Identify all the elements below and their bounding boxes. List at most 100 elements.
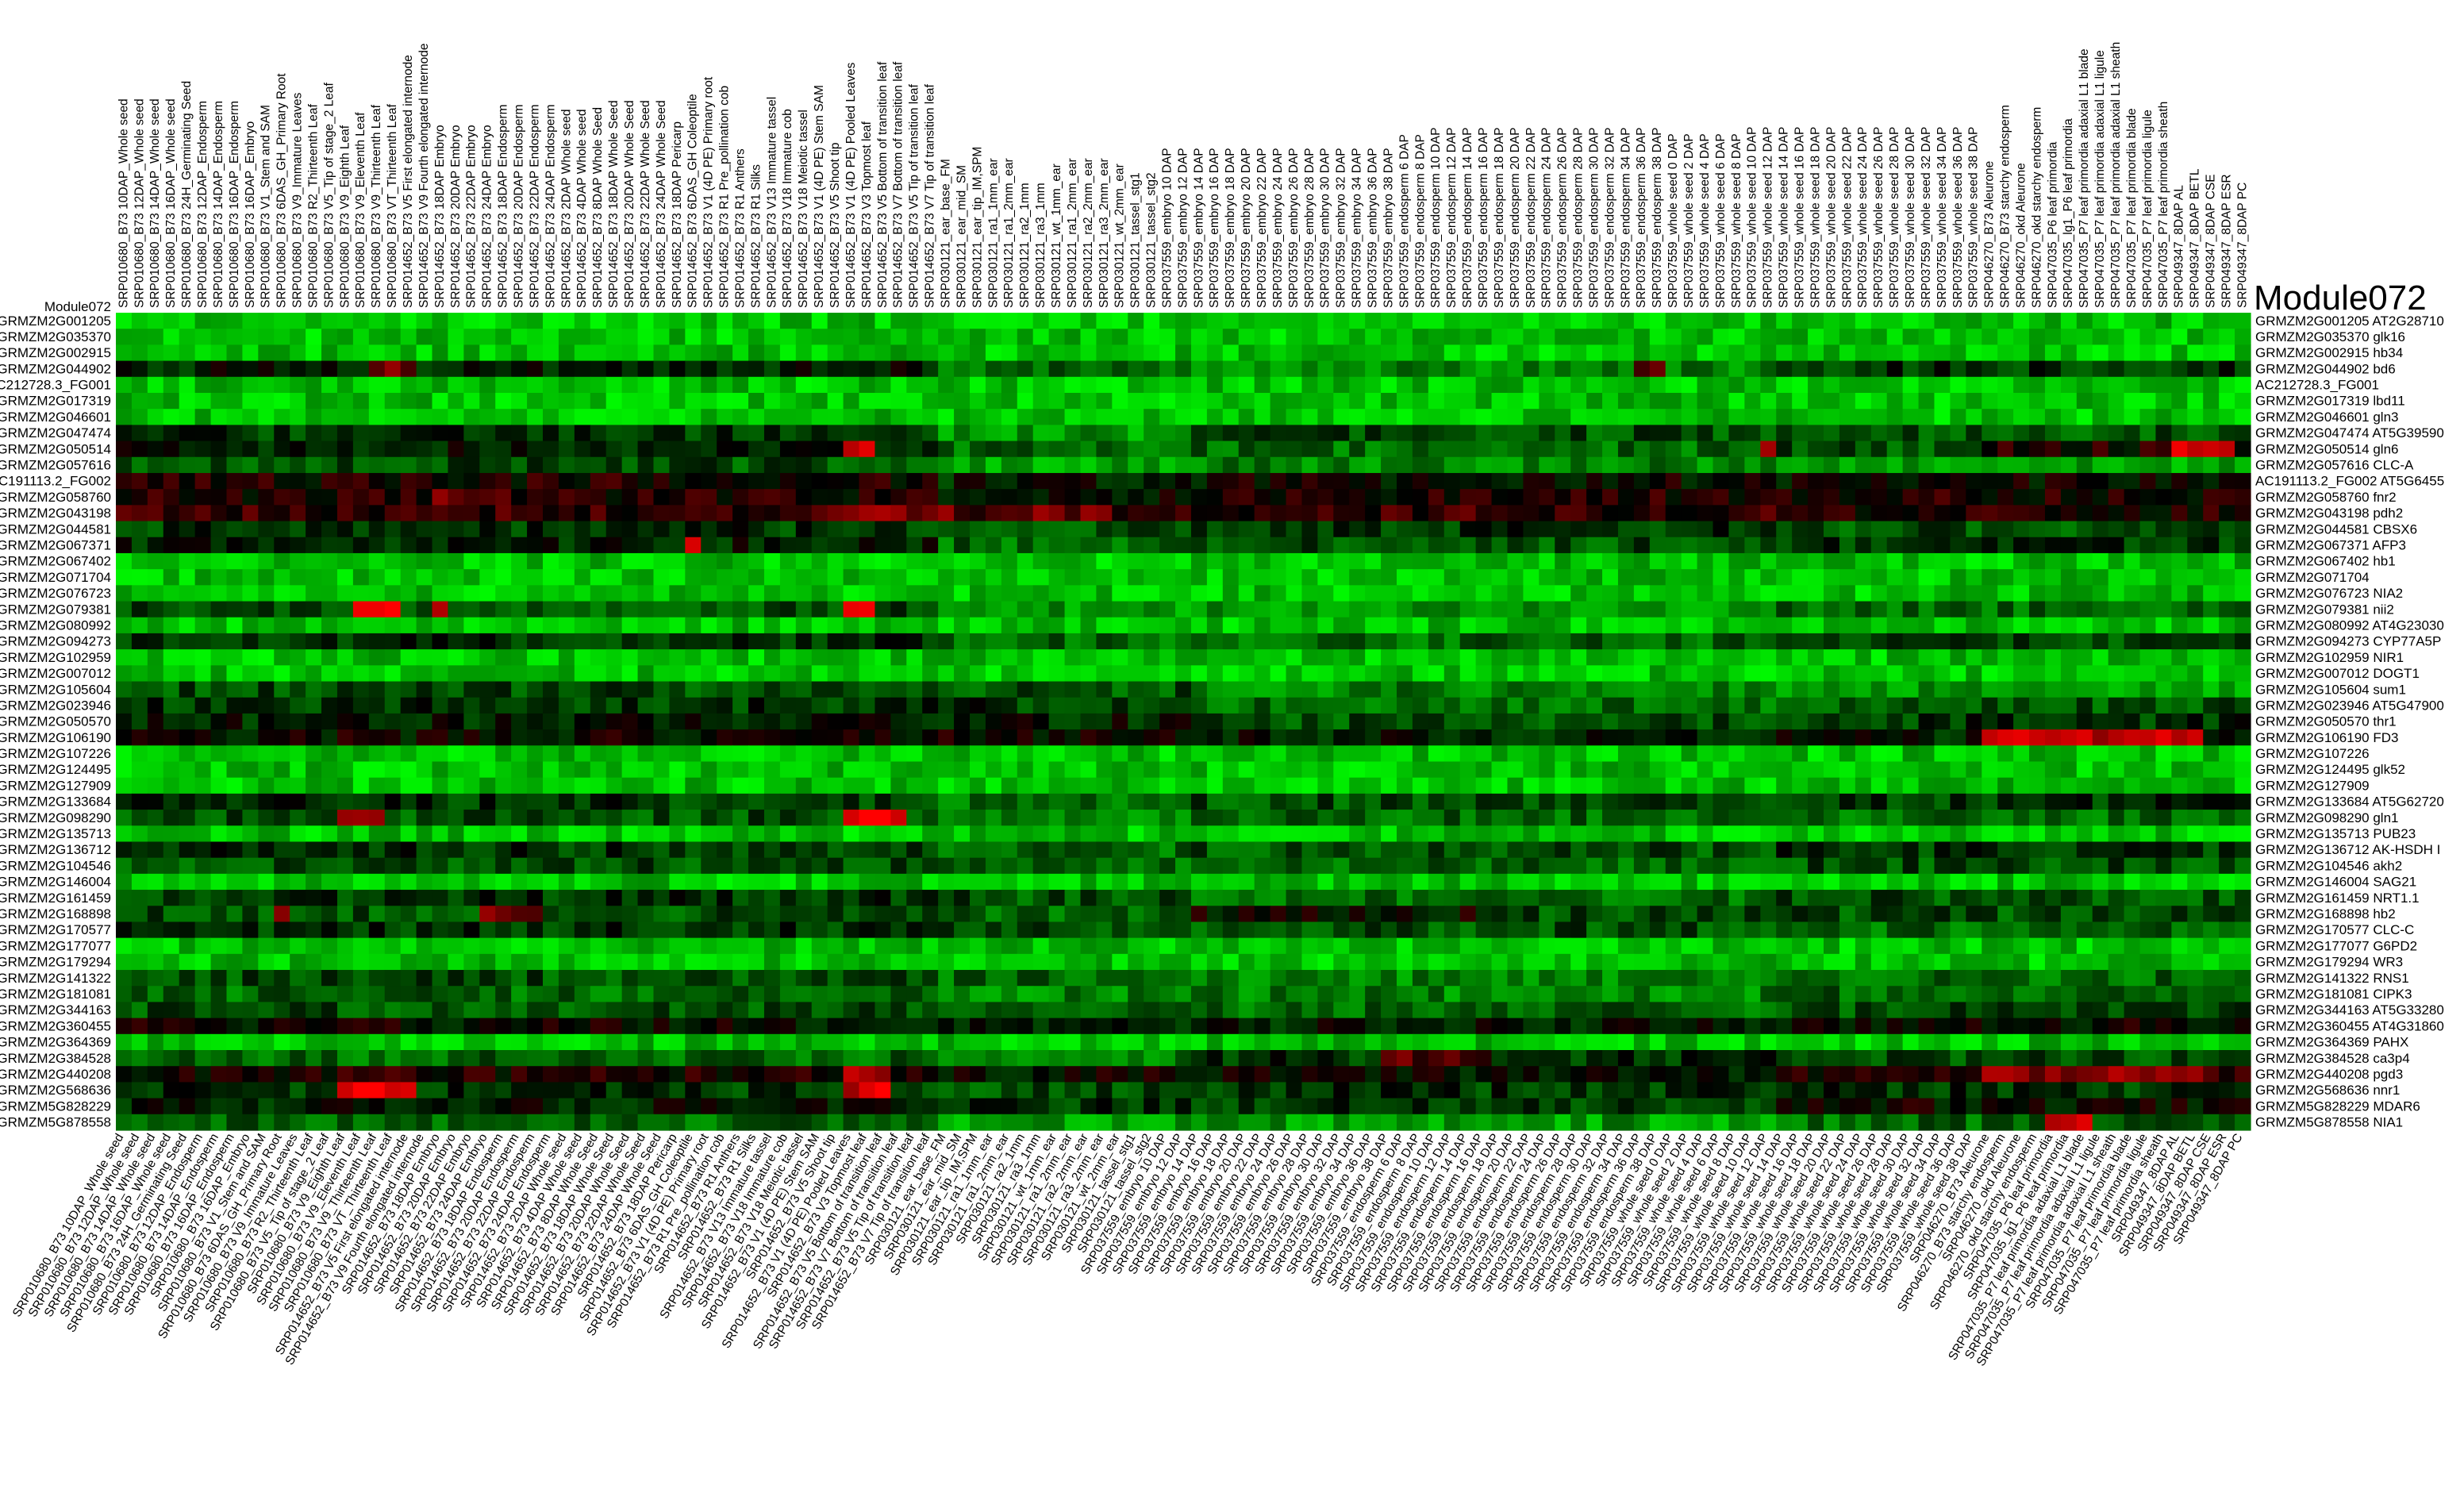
- heatmap-cell: [163, 713, 180, 730]
- heatmap-cell: [1017, 729, 1034, 746]
- heatmap-cell: [827, 665, 844, 683]
- heatmap-cell: [1586, 585, 1603, 602]
- heatmap-cell: [843, 761, 860, 779]
- heatmap-cell: [1855, 585, 1872, 602]
- heatmap-cell: [131, 440, 148, 458]
- heatmap-cell: [1412, 713, 1429, 730]
- heatmap-cell: [2076, 697, 2093, 714]
- heatmap-cell: [1270, 585, 1287, 602]
- heatmap-cell: [321, 376, 338, 394]
- heatmap-cell: [448, 633, 464, 650]
- heatmap-cell: [1855, 537, 1872, 554]
- heatmap-cell: [1602, 810, 1619, 826]
- heatmap-cell: [1633, 313, 1651, 329]
- heatmap-cell: [400, 537, 417, 554]
- heatmap-cell: [1032, 825, 1050, 843]
- heatmap-cell: [906, 329, 923, 345]
- heatmap-cell: [179, 857, 196, 875]
- heatmap-cell: [1190, 713, 1208, 730]
- heatmap-cell: [590, 617, 607, 634]
- heatmap-cell: [2219, 890, 2235, 906]
- heatmap-cell: [653, 697, 671, 714]
- heatmap-cell: [1870, 392, 1888, 410]
- heatmap-cell: [685, 761, 702, 779]
- heatmap-cell: [717, 489, 733, 506]
- heatmap-cell: [922, 697, 939, 714]
- heatmap-cell: [147, 521, 164, 538]
- heatmap-cell: [653, 409, 671, 425]
- heatmap-cell: [1032, 857, 1050, 875]
- heatmap-cell: [2060, 601, 2078, 618]
- heatmap-cell: [1381, 841, 1397, 859]
- heatmap-cell: [1238, 825, 1255, 843]
- heatmap-cell: [2092, 713, 2109, 730]
- heatmap-cell: [2044, 810, 2062, 826]
- heatmap-cell: [922, 313, 939, 329]
- heatmap-cell: [1697, 440, 1714, 458]
- heatmap-cell: [938, 505, 955, 522]
- heatmap-cell: [1665, 761, 1682, 779]
- heatmap-cell: [479, 617, 496, 634]
- heatmap-cell: [1855, 521, 1872, 538]
- heatmap-cell: [527, 890, 544, 906]
- heatmap-cell: [416, 456, 433, 474]
- heatmap-cell: [1776, 873, 1793, 891]
- heatmap-cell: [2060, 440, 2078, 458]
- heatmap-cell: [1443, 521, 1461, 538]
- heatmap-cell: [1950, 440, 1966, 458]
- heatmap-cell: [1855, 601, 1872, 618]
- heatmap-cell: [131, 825, 148, 843]
- heatmap-cell: [827, 697, 844, 714]
- heatmap-cell: [147, 489, 164, 506]
- heatmap-cell: [163, 569, 180, 586]
- heatmap-cell: [495, 537, 512, 554]
- heatmap-cell: [653, 440, 671, 458]
- heatmap-cell: [1792, 665, 1809, 683]
- heatmap-cell: [1808, 344, 1824, 362]
- heatmap-cell: [1333, 777, 1350, 794]
- heatmap-cell: [1507, 617, 1524, 634]
- heatmap-cell: [1286, 585, 1303, 602]
- heatmap-cell: [1507, 745, 1524, 763]
- heatmap-cell: [779, 313, 797, 329]
- heatmap-cell: [1839, 793, 1856, 810]
- heatmap-cell: [321, 697, 338, 714]
- heatmap-cell: [938, 890, 955, 906]
- heatmap-cell: [2076, 472, 2093, 490]
- heatmap-cell: [748, 697, 765, 714]
- heatmap-cell: [290, 601, 306, 618]
- heatmap-cell: [1870, 521, 1888, 538]
- heatmap-cell: [795, 521, 813, 538]
- heatmap-cell: [1649, 825, 1666, 843]
- heatmap-cell: [1808, 745, 1824, 763]
- heatmap-cell: [2013, 329, 2030, 345]
- heatmap-cell: [1365, 649, 1382, 666]
- heatmap-cell: [1270, 489, 1287, 506]
- heatmap-cell: [1555, 825, 1571, 843]
- heatmap-cell: [1080, 329, 1097, 345]
- heatmap-cell: [637, 793, 655, 810]
- heatmap-cell: [1697, 665, 1714, 683]
- heatmap-cell: [1428, 681, 1445, 698]
- heatmap-cell: [131, 552, 148, 570]
- heatmap-cell: [1586, 505, 1603, 522]
- heatmap-cell: [1824, 344, 1840, 362]
- heatmap-cell: [1617, 505, 1635, 522]
- heatmap-cell: [1112, 360, 1128, 378]
- heatmap-cell: [131, 360, 148, 378]
- heatmap-cell: [985, 392, 1002, 410]
- heatmap-cell: [2235, 793, 2251, 810]
- heatmap-cell: [511, 825, 528, 843]
- heatmap-cell: [1649, 409, 1666, 425]
- heatmap-cell: [1064, 409, 1082, 425]
- heatmap-cell: [1507, 440, 1524, 458]
- heatmap-cell: [779, 456, 797, 474]
- heatmap-cell: [290, 793, 306, 810]
- heatmap-cell: [1459, 890, 1477, 906]
- heatmap-cell: [890, 537, 907, 554]
- heatmap-cell: [843, 729, 860, 746]
- heatmap-cell: [1238, 633, 1255, 650]
- heatmap-cell: [938, 552, 955, 570]
- heatmap-cell: [1238, 537, 1255, 554]
- heatmap-cell: [748, 456, 765, 474]
